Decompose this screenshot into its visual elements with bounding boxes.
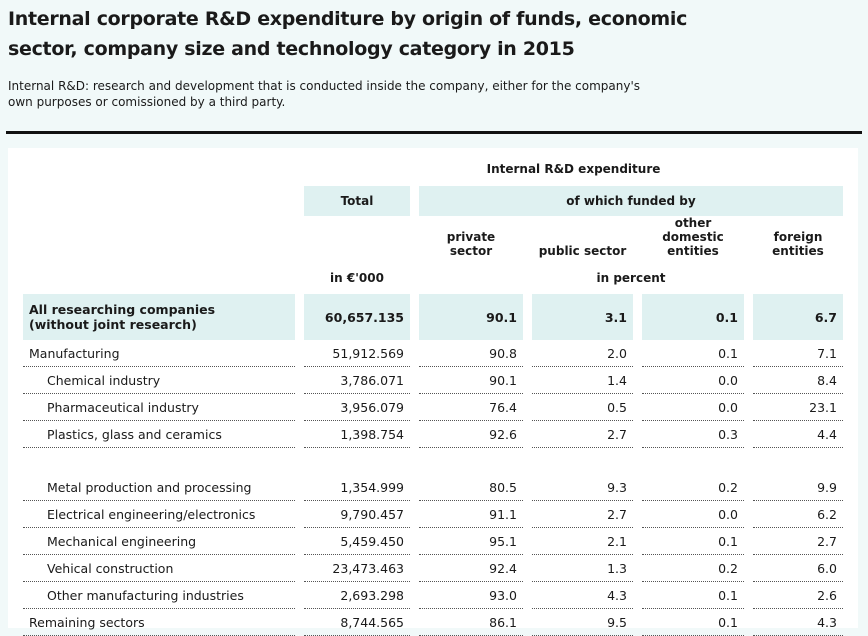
cell-value: 0.0 <box>642 394 744 421</box>
cell-value: 4.3 <box>532 582 633 609</box>
cell-value: 90.1 <box>419 367 523 394</box>
cell-value: 91.1 <box>419 501 523 528</box>
unit-label: in percent <box>596 271 666 285</box>
cell-value: 0.1 <box>642 609 744 636</box>
column-header: foreign entities <box>772 230 824 258</box>
cell-value: 2.1 <box>532 528 633 555</box>
unit-label: in €'000 <box>330 271 384 285</box>
row-label: Electrical engineering/electronics <box>23 501 295 528</box>
cell-value: 4.3 <box>753 609 843 636</box>
cell-value: 0.0 <box>642 501 744 528</box>
cell-value: 3,956.079 <box>304 394 410 421</box>
cell-value: 1.4 <box>532 367 633 394</box>
note: Internal R&D: research and development t… <box>8 79 641 109</box>
cell-value: 23,473.463 <box>304 555 410 582</box>
column-header: private sector <box>446 230 496 258</box>
table-row: Other manufacturing industries 2,693.298 9… <box>23 582 843 609</box>
table-row: Metal production and processing 1,354.999… <box>23 474 843 501</box>
cell-value: 9.5 <box>532 609 633 636</box>
cell-value: 6.0 <box>753 555 843 582</box>
row-label: Chemical industry <box>23 367 295 394</box>
group-header: Internal R&D expenditure <box>486 162 661 176</box>
total-header: Total <box>304 186 410 216</box>
table-row: Electrical engineering/electronics 9,790.… <box>23 501 843 528</box>
cell-value: 90.1 <box>419 294 523 340</box>
cell-value: 0.0 <box>642 367 744 394</box>
table-panel: Internal R&D expenditure Total of which f… <box>8 148 858 636</box>
cell-value: 86.1 <box>419 609 523 636</box>
cell-value: 95.1 <box>419 528 523 555</box>
divider <box>6 131 862 134</box>
cell-value: 1,354.999 <box>304 474 410 501</box>
cell-value: 3.1 <box>532 294 633 340</box>
cell-value: 0.3 <box>642 421 744 448</box>
row-label: Plastics, glass and ceramics <box>23 421 295 448</box>
cell-value: 0.1 <box>642 582 744 609</box>
table-row: Plastics, glass and ceramics 1,398.754 92.… <box>23 421 843 448</box>
cell-value: 80.5 <box>419 474 523 501</box>
cell-value: 2,693.298 <box>304 582 410 609</box>
cell-value: 2.6 <box>753 582 843 609</box>
cell-value: 2.0 <box>532 340 633 367</box>
row-label: All researching companies (without joint… <box>23 294 295 340</box>
cell-value: 1.3 <box>532 555 633 582</box>
cell-value: 92.4 <box>419 555 523 582</box>
data-table: Internal R&D expenditure Total of which f… <box>14 152 852 636</box>
cell-value: 7.1 <box>753 340 843 367</box>
spacer-cell <box>23 448 295 474</box>
table-row: Manufacturing 51,912.569 90.8 2.0 0.1 7.1 <box>23 340 843 367</box>
cell-value: 92.6 <box>419 421 523 448</box>
row-label: Mechanical engineering <box>23 528 295 555</box>
cell-value: 93.0 <box>419 582 523 609</box>
cell-value: 2.7 <box>753 528 843 555</box>
cell-value: 23.1 <box>753 394 843 421</box>
cell-value: 0.1 <box>642 294 744 340</box>
cell-value: 90.8 <box>419 340 523 367</box>
row-label: Manufacturing <box>23 340 295 367</box>
cell-value: 3,786.071 <box>304 367 410 394</box>
column-header: other domestic entities <box>662 216 724 258</box>
cell-value: 0.2 <box>642 474 744 501</box>
cell-value: 9.9 <box>753 474 843 501</box>
cell-value: 5,459.450 <box>304 528 410 555</box>
row-label: Remaining sectors <box>23 609 295 636</box>
cell-value: 76.4 <box>419 394 523 421</box>
column-header: public sector <box>538 244 627 258</box>
cell-value: 0.1 <box>642 528 744 555</box>
cell-value: 8.4 <box>753 367 843 394</box>
cell-value: 2.7 <box>532 501 633 528</box>
table-row: Vehical construction 23,473.463 92.4 1.3 0.2… <box>23 555 843 582</box>
row-label: Vehical construction <box>23 555 295 582</box>
table-row: Chemical industry 3,786.071 90.1 1.4 0.0 8.4 <box>23 367 843 394</box>
cell-value: 0.1 <box>642 340 744 367</box>
cell-value: 0.5 <box>532 394 633 421</box>
cell-value: 4.4 <box>753 421 843 448</box>
cell-value: 9,790.457 <box>304 501 410 528</box>
cell-value: 6.7 <box>753 294 843 340</box>
cell-value: 9.3 <box>532 474 633 501</box>
table-row: Pharmaceutical industry 3,956.079 76.4 0.5 0… <box>23 394 843 421</box>
page-title: Internal corporate R&D expenditure by or… <box>8 8 688 60</box>
cell-value: 6.2 <box>753 501 843 528</box>
row-label: Pharmaceutical industry <box>23 394 295 421</box>
table-row: Remaining sectors 8,744.565 86.1 9.5 0.1 4.3 <box>23 609 843 636</box>
cell-value: 0.2 <box>642 555 744 582</box>
row-label: Metal production and processing <box>23 474 295 501</box>
cell-value: 51,912.569 <box>304 340 410 367</box>
table-row: Mechanical engineering 5,459.450 95.1 2.1 0.… <box>23 528 843 555</box>
cell-value: 2.7 <box>532 421 633 448</box>
page: Internal corporate R&D expenditure by or… <box>6 8 862 636</box>
funded-header: of which funded by <box>419 186 843 216</box>
cell-value: 1,398.754 <box>304 421 410 448</box>
cell-value: 60,657.135 <box>304 294 410 340</box>
spacer-row <box>23 448 843 474</box>
cell-value: 8,744.565 <box>304 609 410 636</box>
table-row: All researching companies (without joint… <box>23 294 843 340</box>
row-label: Other manufacturing industries <box>23 582 295 609</box>
